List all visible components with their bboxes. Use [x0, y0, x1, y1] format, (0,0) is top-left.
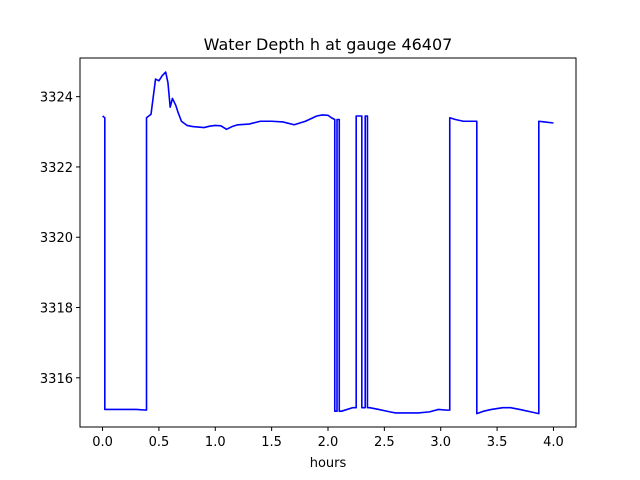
x-tick-label: 1.5: [261, 435, 282, 450]
y-tick-label: 3316: [40, 372, 73, 387]
y-tick-label: 3324: [40, 91, 73, 106]
series-line: [102, 71, 554, 415]
x-axis-ticks: 0.0 0.5 1.0 1.5 2.0 2.5 3.0 3.5 4.0: [92, 427, 564, 450]
y-axis-ticks: 3316 3318 3320 3322 3324: [40, 91, 80, 387]
x-axis-label: hours: [310, 456, 347, 471]
x-tick-label: 0.5: [149, 435, 170, 450]
x-tick-label: 3.5: [487, 435, 508, 450]
y-tick-label: 3318: [40, 302, 73, 317]
chart-title: Water Depth h at gauge 46407: [204, 35, 453, 54]
y-tick-label: 3322: [40, 161, 73, 176]
x-tick-label: 0.0: [92, 435, 113, 450]
x-tick-label: 2.5: [374, 435, 395, 450]
x-tick-label: 4.0: [543, 435, 564, 450]
x-tick-label: 1.0: [205, 435, 226, 450]
x-tick-label: 2.0: [318, 435, 339, 450]
y-tick-label: 3320: [40, 231, 73, 246]
plot-frame: [79, 57, 577, 428]
x-tick-label: 3.0: [430, 435, 451, 450]
